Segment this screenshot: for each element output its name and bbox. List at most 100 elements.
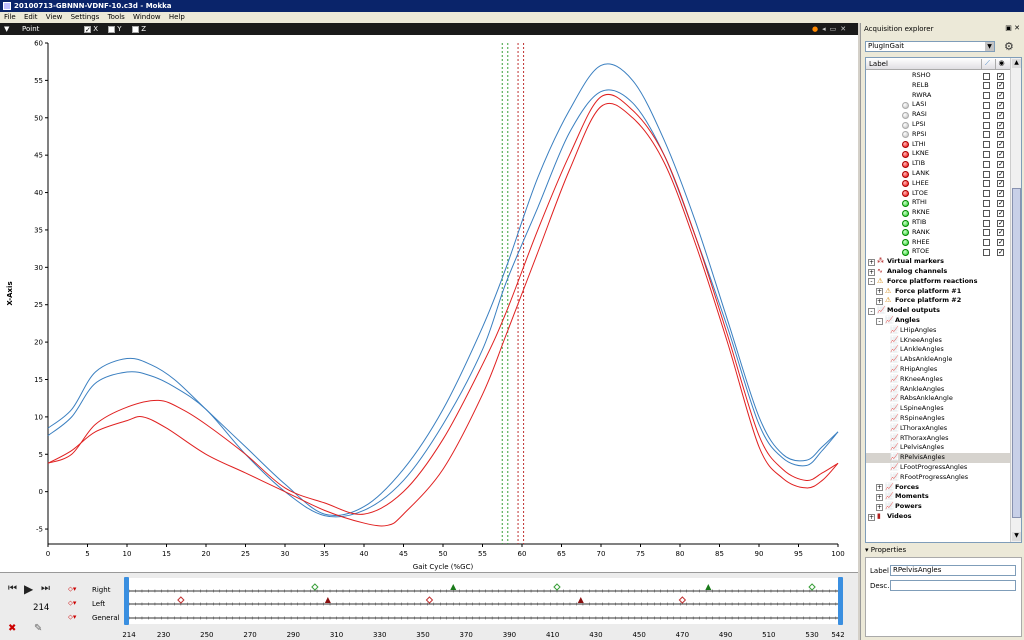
chart-area[interactable]: -5 0 5 10 15 20 25 30 35 40 45 50 55 60 0 5 10 15 20 25 30 35…: [0, 35, 858, 572]
track-general-icon[interactable]: ⬦▾: [68, 613, 77, 621]
menu-file[interactable]: File: [4, 13, 16, 21]
tree-row[interactable]: 📈 LHipAngles: [866, 326, 1011, 336]
visibility-checkbox[interactable]: [997, 81, 1004, 91]
expand-icon[interactable]: +: [876, 503, 883, 511]
collapse-icon[interactable]: -: [868, 307, 875, 315]
skip-end-icon[interactable]: ⏭: [41, 583, 50, 594]
tree-row[interactable]: RWRA: [866, 91, 1011, 101]
close-view-icon[interactable]: ✕: [840, 25, 847, 33]
prop-desc-field[interactable]: [890, 580, 1016, 591]
event-marker-diamond[interactable]: [425, 596, 434, 604]
tree-row[interactable]: LASI: [866, 100, 1011, 111]
tree-row[interactable]: 📈 RHipAngles: [866, 365, 1011, 375]
tree-row[interactable]: 📈 RFootProgressAngles: [866, 473, 1011, 483]
tree-row[interactable]: RKNE: [866, 208, 1011, 218]
tree-row[interactable]: 📈 RSpineAngles: [866, 414, 1011, 424]
tree-row[interactable]: - 📈 Model outputs: [866, 306, 1011, 316]
component-y-checkbox[interactable]: [108, 25, 115, 33]
menu-window[interactable]: Window: [133, 13, 161, 21]
tree-row[interactable]: 📈 LAbsAnkleAngle: [866, 355, 1011, 365]
plot-checkbox[interactable]: [983, 219, 990, 227]
speaker-icon[interactable]: ◂: [822, 25, 826, 33]
tree-row[interactable]: RSHO: [866, 71, 1011, 81]
plot-checkbox[interactable]: [983, 150, 990, 158]
prop-label-field[interactable]: RPelvisAngles: [890, 565, 1016, 576]
scroll-down-icon[interactable]: ▼: [1012, 532, 1021, 541]
tree-row[interactable]: RASI: [866, 110, 1011, 120]
plot-checkbox[interactable]: [983, 199, 990, 207]
plot-checkbox[interactable]: [983, 131, 990, 139]
close-panel-icon[interactable]: ✕: [1014, 24, 1020, 32]
component-y-toggle[interactable]: Y: [108, 23, 122, 35]
tree-row[interactable]: 📈 LAnkleAngles: [866, 345, 1011, 355]
plot-checkbox[interactable]: [983, 229, 990, 237]
event-marker-diamond[interactable]: [678, 596, 687, 604]
plot-column-icon[interactable]: ⟋: [981, 59, 993, 69]
plot-checkbox[interactable]: [983, 141, 990, 149]
plot-checkbox[interactable]: [983, 111, 990, 119]
visibility-checkbox[interactable]: [997, 160, 1004, 169]
plot-checkbox[interactable]: [983, 92, 990, 100]
tree-row[interactable]: 📈 RKneeAngles: [866, 375, 1011, 385]
event-marker-triangle[interactable]: [324, 597, 331, 603]
tree-row[interactable]: RELB: [866, 81, 1011, 91]
tree-row[interactable]: LKNE: [866, 149, 1011, 160]
tree-row[interactable]: LPSI: [866, 120, 1011, 130]
tree-row[interactable]: 📈 LSpineAngles: [866, 404, 1011, 414]
expand-icon[interactable]: +: [868, 513, 875, 521]
tree-row[interactable]: RPSI: [866, 130, 1011, 140]
tree-row[interactable]: 📈 LThoraxAngles: [866, 424, 1011, 434]
tree-row[interactable]: RTHI: [866, 198, 1011, 209]
component-z-checkbox[interactable]: [132, 25, 139, 33]
scroll-up-icon[interactable]: ▲: [1012, 59, 1021, 68]
tree-row[interactable]: 📈 RAbsAnkleAngle: [866, 394, 1011, 404]
plot-checkbox[interactable]: [983, 190, 990, 198]
plot-checkbox[interactable]: [983, 209, 990, 217]
tree-row[interactable]: + 📈 Powers: [866, 502, 1011, 512]
tree-row[interactable]: RTOE: [866, 247, 1011, 258]
menu-tools[interactable]: Tools: [107, 13, 125, 21]
model-combo[interactable]: PlugInGait ▼: [865, 41, 995, 52]
visibility-checkbox[interactable]: [997, 209, 1004, 218]
delete-event-icon[interactable]: ✖: [8, 623, 17, 634]
tree-row[interactable]: 📈 RPelvisAngles: [866, 453, 1011, 463]
component-x-toggle[interactable]: X: [84, 23, 98, 36]
visibility-checkbox[interactable]: [997, 111, 1004, 120]
track-right-icon[interactable]: ⬦▾: [68, 585, 77, 593]
tree-row[interactable]: + ∿ Analog channels: [866, 267, 1011, 277]
collapse-icon[interactable]: -: [868, 278, 875, 286]
visibility-checkbox[interactable]: [997, 228, 1004, 238]
tree-row[interactable]: + ⁂ Virtual markers: [866, 257, 1011, 267]
tree-row[interactable]: + 📈 Moments: [866, 492, 1011, 502]
tree-row[interactable]: RANK: [866, 228, 1011, 238]
visibility-checkbox[interactable]: [997, 179, 1004, 189]
tree-row[interactable]: + 📈 Forces: [866, 483, 1011, 493]
expand-icon[interactable]: +: [876, 297, 883, 305]
tree-row[interactable]: RTIB: [866, 218, 1011, 228]
visibility-checkbox[interactable]: [997, 248, 1004, 258]
tree-row[interactable]: + ▮ Videos: [866, 512, 1011, 522]
plot-checkbox[interactable]: [983, 248, 990, 256]
plot-menu-arrow-icon[interactable]: ▼: [4, 25, 10, 33]
visibility-checkbox[interactable]: [997, 150, 1004, 160]
event-marker-diamond[interactable]: [553, 583, 561, 591]
event-tool-icon[interactable]: ✎: [34, 623, 43, 634]
tree-row[interactable]: - ⚠ Force platform reactions: [866, 277, 1011, 287]
tree-row[interactable]: 📈 LFootProgressAngles: [866, 463, 1011, 473]
track-left-icon[interactable]: ⬦▾: [68, 599, 77, 607]
tree-row[interactable]: + ⚠ Force platform #2: [866, 296, 1011, 306]
visibility-checkbox[interactable]: [997, 130, 1004, 140]
tree-row[interactable]: LHEE: [866, 179, 1011, 189]
visibility-checkbox[interactable]: [997, 170, 1004, 179]
plot-checkbox[interactable]: [983, 180, 990, 188]
gear-icon[interactable]: ⚙: [1004, 40, 1014, 53]
component-x-checkbox[interactable]: [84, 24, 91, 36]
menu-settings[interactable]: Settings: [70, 13, 100, 21]
visibility-checkbox[interactable]: [997, 121, 1004, 130]
expand-icon[interactable]: +: [868, 258, 875, 266]
plot-checkbox[interactable]: [983, 101, 990, 109]
event-marker-triangle[interactable]: [577, 597, 584, 603]
float-icon[interactable]: ▣: [1005, 24, 1012, 32]
menu-view[interactable]: View: [45, 13, 63, 21]
visibility-checkbox[interactable]: [997, 238, 1004, 248]
